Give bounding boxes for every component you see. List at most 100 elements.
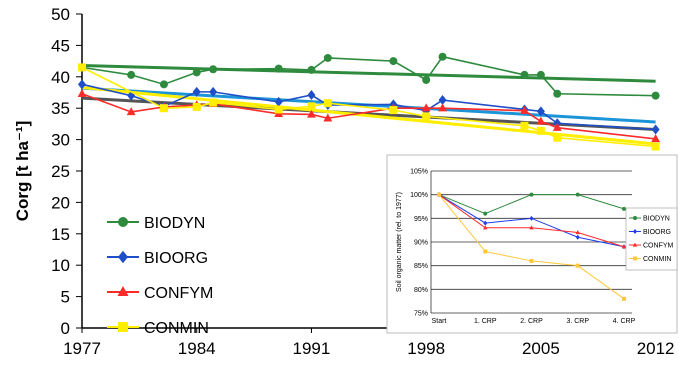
data-point-confym — [651, 134, 661, 143]
y-tick-label: 15 — [51, 225, 70, 244]
inset-legend-marker-biodyn — [633, 216, 637, 220]
inset-data-point-biodyn — [575, 192, 580, 197]
inset-data-point-conmin — [483, 249, 488, 254]
data-point-bioorg — [438, 95, 447, 106]
legend-label: BIODYN — [144, 215, 205, 232]
data-point-conmin — [536, 126, 545, 135]
data-point-conmin — [307, 102, 316, 111]
data-point-confym — [421, 103, 431, 112]
inset-data-point-confym — [529, 225, 534, 230]
inset-x-tick-label: 1. CRP — [474, 318, 497, 325]
data-point-bioorg — [274, 96, 283, 107]
inset-x-tick-label: Start — [432, 318, 447, 325]
inset-data-point-biodyn — [529, 192, 534, 197]
data-point-confym — [520, 105, 529, 114]
legend-label: BIOORG — [144, 250, 208, 267]
inset-x-tick-label: 3. CRP — [566, 318, 589, 325]
inset-data-point-bioorg — [483, 220, 488, 226]
data-point-conmin — [192, 102, 201, 111]
data-point-biodyn — [422, 75, 431, 84]
inset-data-point-conmin — [575, 263, 580, 268]
trend-line-biodyn — [81, 63, 656, 83]
y-tick-label: 10 — [51, 256, 70, 275]
inset-data-point-conmin — [529, 258, 534, 263]
y-tick-label: 25 — [51, 162, 70, 181]
data-point-conmin — [274, 105, 283, 114]
data-point-conmin — [323, 99, 332, 108]
inset-chart: 75% 80% 85% 90% 95% 100% 105% Start 1. CRP 2. CRP… — [386, 154, 678, 334]
inset-y-tick-label: 95% — [414, 216, 428, 223]
data-point-bioorg — [209, 86, 218, 97]
data-point-confym — [77, 88, 87, 97]
x-tick-label: 2005 — [522, 339, 560, 358]
legend-marker-confym — [117, 286, 129, 296]
inset-y-axis-title: Soil organic matter (rel. to 1977) — [396, 192, 403, 292]
x-tick-label: 1991 — [293, 339, 331, 358]
inset-data-point-biodyn — [483, 211, 488, 216]
inset-y-tick-label: 105% — [410, 169, 428, 176]
data-point-conmin — [651, 142, 660, 151]
inset-y-tick-label: 100% — [410, 192, 428, 199]
inset-y-tick-label: 85% — [414, 263, 428, 270]
y-tick-label: 45 — [51, 36, 70, 55]
inset-legend-marker-bioorg — [633, 229, 637, 234]
inset-data-point-conmin — [437, 192, 441, 197]
inset-legend-label: BIODYN — [643, 216, 670, 223]
data-point-bioorg — [192, 86, 201, 97]
y-tick-label: 5 — [61, 288, 70, 307]
data-point-bioorg — [78, 79, 86, 90]
data-point-conmin — [422, 112, 431, 121]
y-tick-label: 35 — [51, 99, 70, 118]
inset-legend-marker-confym — [632, 242, 638, 247]
data-point-biodyn — [127, 70, 136, 79]
data-point-confym — [552, 122, 562, 131]
data-point-conmin — [520, 121, 529, 130]
data-point-confym — [438, 103, 447, 112]
data-point-biodyn — [323, 53, 332, 62]
data-point-biodyn — [192, 68, 201, 77]
legend-label: CONFYM — [144, 285, 213, 302]
data-point-biodyn — [553, 89, 562, 98]
data-point-biodyn — [209, 65, 218, 74]
data-point-biodyn — [159, 80, 168, 89]
x-tick-label: 1984 — [178, 339, 216, 358]
x-tick-label: 1998 — [407, 339, 445, 358]
inset-data-point-confym — [483, 225, 488, 230]
data-point-confym — [323, 113, 333, 122]
inset-data-point-bioorg — [575, 234, 580, 240]
inset-y-tick-label: 80% — [414, 287, 428, 294]
data-point-biodyn — [536, 70, 545, 79]
inset-x-tick-label: 2. CRP — [520, 318, 543, 325]
data-point-confym — [536, 116, 546, 125]
inset-data-point-biodyn — [622, 206, 626, 211]
data-point-biodyn — [274, 64, 283, 73]
data-point-bioorg — [307, 90, 316, 101]
data-point-bioorg — [651, 124, 660, 135]
y-axis-title: Corg [t ha⁻¹] — [13, 121, 32, 222]
inset-legend-label: BIOORG — [643, 229, 671, 236]
data-point-conmin — [159, 104, 168, 113]
x-tick-label: 2012 — [637, 339, 675, 358]
legend-marker-biodyn — [118, 217, 128, 227]
inset-frame — [386, 154, 678, 334]
data-point-confym — [126, 107, 136, 116]
inset-x-tick-label: 4. CRP — [613, 318, 636, 325]
data-point-confym — [307, 109, 316, 118]
data-point-bioorg — [536, 106, 545, 117]
y-tick-label: 30 — [51, 131, 70, 150]
legend-marker-bioorg — [118, 250, 128, 264]
y-tick-label: 40 — [51, 68, 70, 87]
inset-y-tick-label: 90% — [414, 240, 428, 247]
series-line-biodyn — [81, 55, 656, 97]
inset-legend-marker-conmin — [633, 256, 637, 261]
data-point-conmin — [209, 98, 218, 107]
data-point-conmin — [78, 63, 86, 72]
data-point-biodyn — [307, 65, 316, 74]
data-point-biodyn — [438, 52, 447, 61]
data-point-biodyn — [389, 57, 398, 66]
inset-legend-label: CONFYM — [643, 243, 674, 250]
inset-y-tick-label: 75% — [414, 311, 428, 318]
legend-label: CONMIN — [144, 320, 209, 337]
